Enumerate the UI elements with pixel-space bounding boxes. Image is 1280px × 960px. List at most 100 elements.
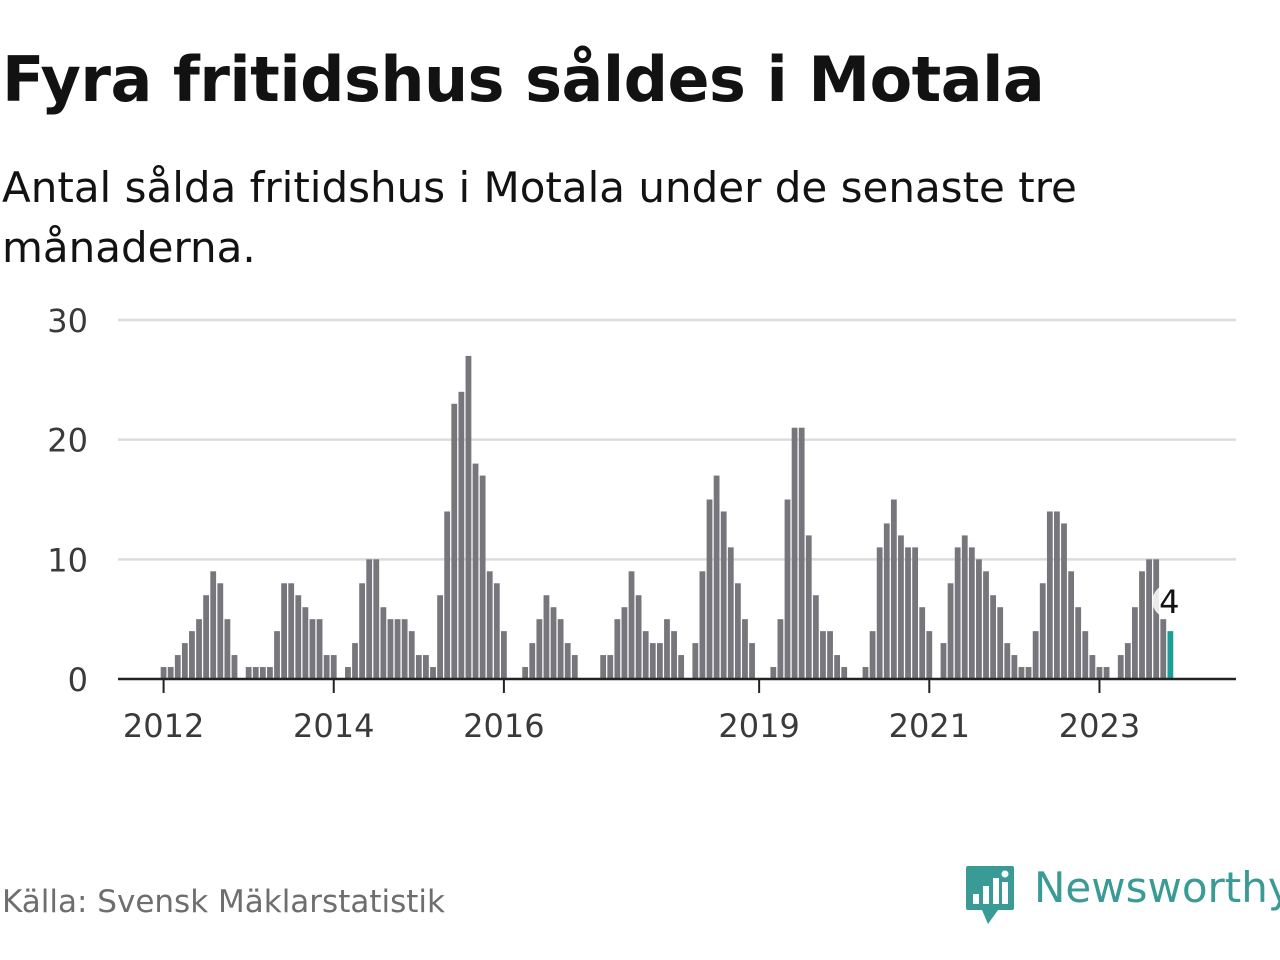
bar	[954, 547, 961, 679]
bar	[550, 607, 557, 679]
chart-title: Fyra fritidshus såldes i Motala	[2, 43, 1045, 116]
bar	[1139, 571, 1145, 679]
bar	[812, 595, 819, 679]
bar	[1117, 655, 1124, 679]
x-tick-label: 2019	[718, 707, 799, 745]
bar	[1082, 631, 1089, 679]
x-tick-label: 2014	[293, 707, 374, 745]
bar	[493, 583, 500, 679]
bar	[316, 619, 323, 679]
bar	[323, 655, 330, 679]
bar	[692, 643, 699, 679]
bar	[1032, 631, 1039, 679]
bar	[976, 559, 982, 679]
bar	[1146, 559, 1152, 679]
bar	[628, 571, 635, 679]
x-tick-label: 2016	[463, 707, 544, 745]
bar	[210, 571, 217, 679]
bar	[267, 667, 273, 679]
bar	[224, 619, 231, 679]
bar	[451, 403, 458, 679]
bar	[947, 583, 954, 679]
bar	[373, 559, 380, 679]
bar	[997, 607, 1004, 679]
bar	[656, 643, 663, 679]
bar	[259, 667, 266, 679]
grid-lines	[118, 318, 1236, 561]
y-tick-label: 20	[47, 422, 88, 460]
bar	[564, 643, 571, 679]
bar	[380, 607, 387, 679]
bar	[1046, 511, 1053, 679]
bar	[203, 595, 210, 679]
x-tick-label: 2021	[889, 707, 970, 745]
brand-name: Newsworthy	[1034, 863, 1280, 912]
bar	[1061, 523, 1067, 679]
bar	[1089, 655, 1096, 679]
bar	[309, 619, 316, 679]
bar	[423, 655, 429, 679]
bar	[890, 499, 897, 679]
bar	[869, 631, 876, 679]
bar	[1103, 667, 1110, 679]
bar	[621, 607, 628, 679]
bar	[791, 427, 798, 679]
bar	[1054, 511, 1060, 679]
bar	[288, 583, 295, 679]
bar	[529, 643, 536, 679]
bar	[536, 619, 543, 679]
bar	[408, 631, 415, 679]
annotations: 4	[1152, 583, 1187, 621]
bar	[401, 619, 408, 679]
y-tick-label: 30	[47, 302, 88, 340]
bar-highlight	[1167, 631, 1174, 679]
bar	[1011, 655, 1018, 679]
bar	[543, 595, 550, 679]
x-tick-label: 2012	[123, 707, 204, 745]
bar	[458, 391, 465, 679]
bar	[784, 499, 791, 679]
newsworthy-logo-icon	[966, 866, 1014, 924]
bar	[961, 535, 968, 679]
bar	[167, 667, 174, 679]
y-axis-labels: 0 10 20 30	[47, 302, 88, 699]
bar	[501, 631, 507, 679]
bar	[742, 619, 748, 679]
bar	[607, 655, 614, 679]
bar	[664, 619, 670, 679]
bar	[522, 667, 529, 679]
bar	[1124, 643, 1131, 679]
last-value-label: 4	[1159, 583, 1179, 621]
bar	[876, 547, 883, 679]
bar	[366, 559, 373, 679]
bar	[883, 523, 890, 679]
chart-subtitle: Antal sålda fritidshus i Motala under de…	[2, 163, 1077, 272]
bar	[706, 499, 713, 679]
bar	[160, 667, 167, 679]
bar	[571, 655, 578, 679]
bar	[699, 571, 706, 679]
bar	[862, 667, 869, 679]
bar	[614, 619, 621, 679]
bar	[359, 583, 365, 679]
bars	[160, 355, 1174, 679]
bar	[1018, 667, 1025, 679]
bar	[990, 595, 997, 679]
bar	[841, 667, 848, 679]
bar	[642, 631, 649, 679]
bar	[274, 631, 280, 679]
bar	[834, 655, 841, 679]
bar	[430, 667, 436, 679]
bar	[827, 631, 833, 679]
bar	[231, 655, 238, 679]
bar	[983, 571, 989, 679]
bar	[805, 535, 812, 679]
bar	[352, 643, 358, 679]
bar	[912, 547, 919, 679]
bar	[444, 511, 451, 679]
bar	[181, 643, 188, 679]
bar	[820, 631, 826, 679]
bar	[798, 427, 805, 679]
bar	[479, 475, 486, 679]
